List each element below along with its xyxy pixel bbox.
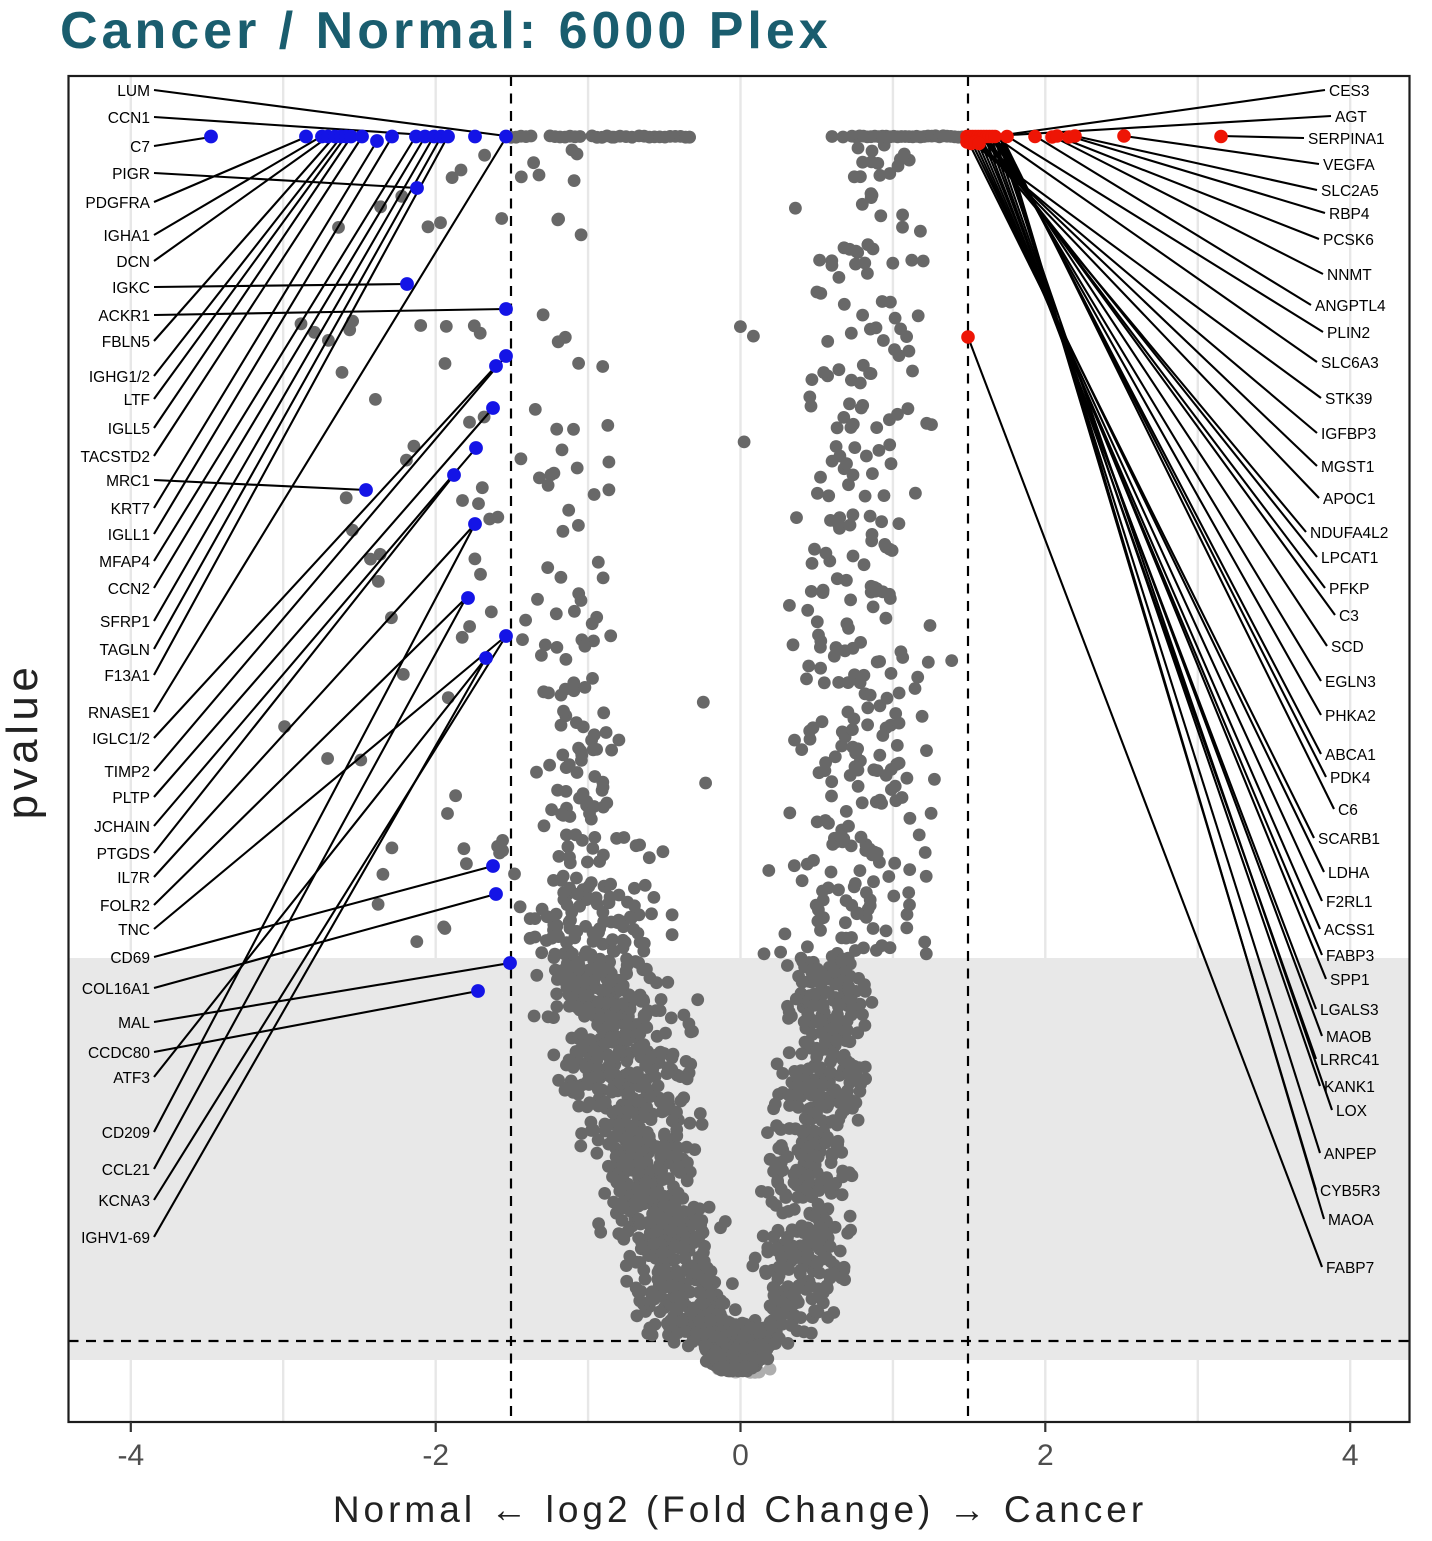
svg-text:SCARB1: SCARB1	[1318, 831, 1380, 848]
svg-text:FOLR2: FOLR2	[100, 898, 150, 915]
svg-text:C3: C3	[1339, 608, 1359, 625]
svg-text:PLTP: PLTP	[112, 790, 150, 807]
svg-text:TNC: TNC	[118, 922, 150, 939]
svg-text:FABP7: FABP7	[1326, 1260, 1374, 1277]
svg-text:TACSTD2: TACSTD2	[81, 449, 150, 466]
svg-text:IGKC: IGKC	[112, 280, 150, 297]
svg-text:SERPINA1: SERPINA1	[1308, 131, 1385, 148]
svg-text:LDHA: LDHA	[1328, 865, 1370, 882]
svg-text:RBP4: RBP4	[1329, 206, 1370, 223]
svg-text:SCD: SCD	[1331, 639, 1364, 656]
svg-text:4: 4	[1342, 1439, 1359, 1472]
svg-text:-2: -2	[422, 1439, 449, 1472]
svg-text:ANGPTL4: ANGPTL4	[1315, 298, 1386, 315]
svg-text:CD69: CD69	[110, 950, 150, 967]
svg-text:VEGFA: VEGFA	[1323, 157, 1375, 174]
svg-text:IGHV1-69: IGHV1-69	[81, 1230, 150, 1247]
svg-text:RNASE1: RNASE1	[88, 705, 150, 722]
svg-text:SLC2A5: SLC2A5	[1321, 183, 1379, 200]
svg-text:IGFBP3: IGFBP3	[1321, 426, 1376, 443]
svg-text:EGLN3: EGLN3	[1325, 674, 1376, 691]
svg-text:MAL: MAL	[118, 1015, 150, 1032]
svg-text:CES3: CES3	[1329, 83, 1370, 100]
svg-text:ACSS1: ACSS1	[1324, 922, 1375, 939]
svg-text:LTF: LTF	[124, 392, 150, 409]
svg-text:PDGFRA: PDGFRA	[85, 195, 150, 212]
svg-text:ABCA1: ABCA1	[1325, 747, 1376, 764]
svg-text:SPP1: SPP1	[1330, 972, 1370, 989]
svg-text:LOX: LOX	[1336, 1103, 1368, 1120]
svg-text:CCL21: CCL21	[102, 1162, 150, 1179]
svg-text:LRRC41: LRRC41	[1320, 1052, 1379, 1069]
svg-text:NNMT: NNMT	[1327, 267, 1372, 284]
svg-text:TIMP2: TIMP2	[104, 764, 150, 781]
svg-text:MGST1: MGST1	[1321, 459, 1374, 476]
svg-text:NDUFA4L2: NDUFA4L2	[1310, 525, 1388, 542]
svg-text:CCDC80: CCDC80	[88, 1045, 150, 1062]
svg-text:IGHA1: IGHA1	[103, 228, 150, 245]
svg-text:ATF3: ATF3	[113, 1070, 150, 1087]
svg-text:0: 0	[732, 1439, 749, 1472]
svg-text:FABP3: FABP3	[1326, 948, 1374, 965]
svg-text:CCN1: CCN1	[108, 110, 150, 127]
svg-text:LGALS3: LGALS3	[1320, 1002, 1379, 1019]
svg-text:FBLN5: FBLN5	[102, 334, 150, 351]
svg-text:IGHG1/2: IGHG1/2	[89, 369, 150, 386]
svg-text:SLC6A3: SLC6A3	[1321, 355, 1379, 372]
svg-text:JCHAIN: JCHAIN	[94, 819, 150, 836]
svg-text:IGLC1/2: IGLC1/2	[92, 731, 150, 748]
svg-text:F2RL1: F2RL1	[1326, 894, 1373, 911]
svg-text:KCNA3: KCNA3	[98, 1193, 150, 1210]
svg-text:PLIN2: PLIN2	[1327, 325, 1370, 342]
svg-text:KANK1: KANK1	[1324, 1079, 1375, 1096]
svg-text:SFRP1: SFRP1	[100, 614, 150, 631]
svg-text:AGT: AGT	[1335, 109, 1367, 126]
svg-text:CYB5R3: CYB5R3	[1320, 1183, 1380, 1200]
svg-text:pvalue: pvalue	[0, 663, 47, 820]
svg-text:F13A1: F13A1	[104, 668, 150, 685]
svg-text:PCSK6: PCSK6	[1323, 232, 1374, 249]
svg-text:COL16A1: COL16A1	[82, 981, 150, 998]
svg-text:IL7R: IL7R	[117, 870, 150, 887]
svg-text:ANPEP: ANPEP	[1324, 1146, 1377, 1163]
svg-text:MAOA: MAOA	[1328, 1212, 1374, 1229]
svg-text:C6: C6	[1338, 802, 1358, 819]
svg-text:IGLL5: IGLL5	[108, 421, 150, 438]
svg-text:Normal ← log2 (Fold Change) →: Normal ← log2 (Fold Change) → Cancer	[333, 1489, 1147, 1530]
svg-text:MFAP4: MFAP4	[99, 554, 150, 571]
svg-text:PFKP: PFKP	[1329, 581, 1369, 598]
svg-text:APOC1: APOC1	[1323, 491, 1376, 508]
svg-text:PIGR: PIGR	[112, 166, 150, 183]
svg-text:PHKA2: PHKA2	[1325, 708, 1376, 725]
svg-text:ACKR1: ACKR1	[98, 308, 150, 325]
svg-text:-4: -4	[117, 1439, 144, 1472]
svg-text:PTGDS: PTGDS	[97, 846, 150, 863]
svg-text:MRC1: MRC1	[106, 473, 150, 490]
svg-text:MAOB: MAOB	[1326, 1029, 1372, 1046]
svg-text:IGLL1: IGLL1	[108, 527, 150, 544]
svg-text:CD209: CD209	[102, 1125, 150, 1142]
svg-text:KRT7: KRT7	[111, 501, 150, 518]
svg-text:STK39: STK39	[1325, 391, 1372, 408]
svg-text:LPCAT1: LPCAT1	[1321, 550, 1378, 567]
svg-text:LUM: LUM	[117, 83, 150, 100]
svg-text:Cancer / Normal: 6000 Plex: Cancer / Normal: 6000 Plex	[60, 2, 832, 60]
svg-text:DCN: DCN	[116, 254, 150, 271]
svg-text:CCN2: CCN2	[108, 581, 150, 598]
svg-text:2: 2	[1037, 1439, 1054, 1472]
svg-text:TAGLN: TAGLN	[99, 642, 150, 659]
svg-text:PDK4: PDK4	[1330, 770, 1371, 787]
svg-text:C7: C7	[130, 139, 150, 156]
